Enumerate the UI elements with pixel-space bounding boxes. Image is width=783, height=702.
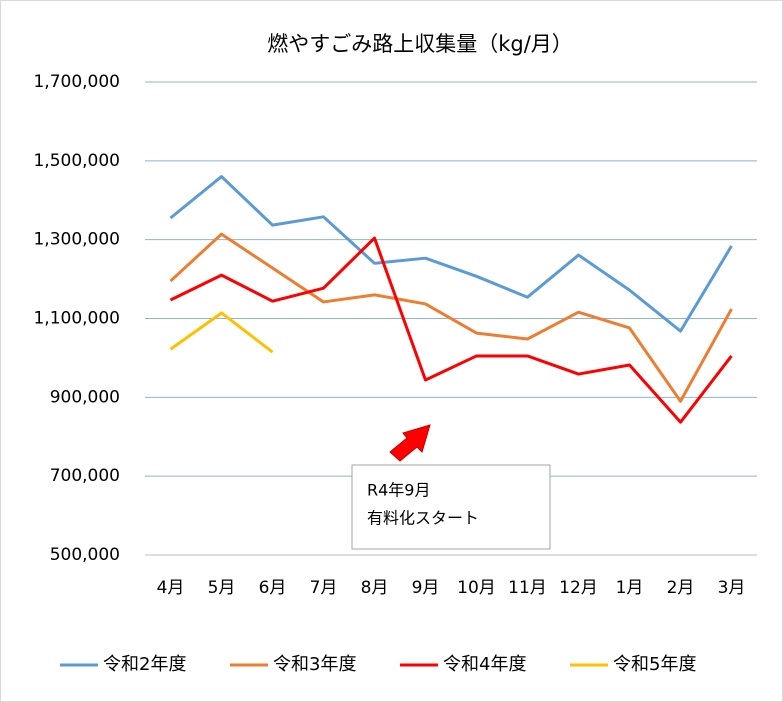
annotation-text: 有料化スタート	[367, 509, 479, 528]
series-line	[169, 311, 274, 354]
legend-label: 令和5年度	[613, 654, 696, 675]
annotation-arrow	[389, 424, 431, 462]
x-tick-label: 2月	[667, 578, 695, 598]
x-tick-label: 4月	[157, 578, 185, 598]
x-tick-label: 1月	[616, 578, 644, 598]
series-line	[169, 236, 733, 424]
y-tick-label: 500,000	[50, 545, 120, 565]
chart-title: 燃やすごみ路上収集量（kg/月）	[267, 32, 573, 56]
x-tick-label: 10月	[457, 578, 496, 598]
legend-label: 令和4年度	[443, 654, 526, 675]
y-tick-label: 1,100,000	[33, 309, 120, 329]
plot-area: 500,000 700,000 900,000 1,100,000 1,300,000 1…	[33, 72, 757, 598]
y-tick-label: 1,300,000	[33, 230, 120, 250]
x-tick-label: 3月	[718, 578, 746, 598]
x-tick-label: 9月	[412, 578, 440, 598]
y-tick-label: 1,700,000	[33, 72, 120, 92]
annotation-text: R4年9月	[367, 481, 430, 500]
y-tick-label: 1,500,000	[33, 151, 120, 171]
x-tick-label: 11月	[508, 578, 547, 598]
legend-label: 令和2年度	[103, 654, 186, 675]
annotation-box	[351, 464, 551, 550]
legend-label: 令和3年度	[273, 654, 356, 675]
x-tick-label: 7月	[310, 578, 338, 598]
series-line	[169, 232, 733, 403]
y-tick-label: 900,000	[50, 387, 120, 407]
x-tick-label: 8月	[361, 578, 389, 598]
x-tick-label: 5月	[208, 578, 236, 598]
series-line	[169, 175, 733, 333]
y-tick-label: 700,000	[50, 466, 120, 486]
x-tick-label: 12月	[559, 578, 598, 598]
x-tick-label: 6月	[259, 578, 287, 598]
